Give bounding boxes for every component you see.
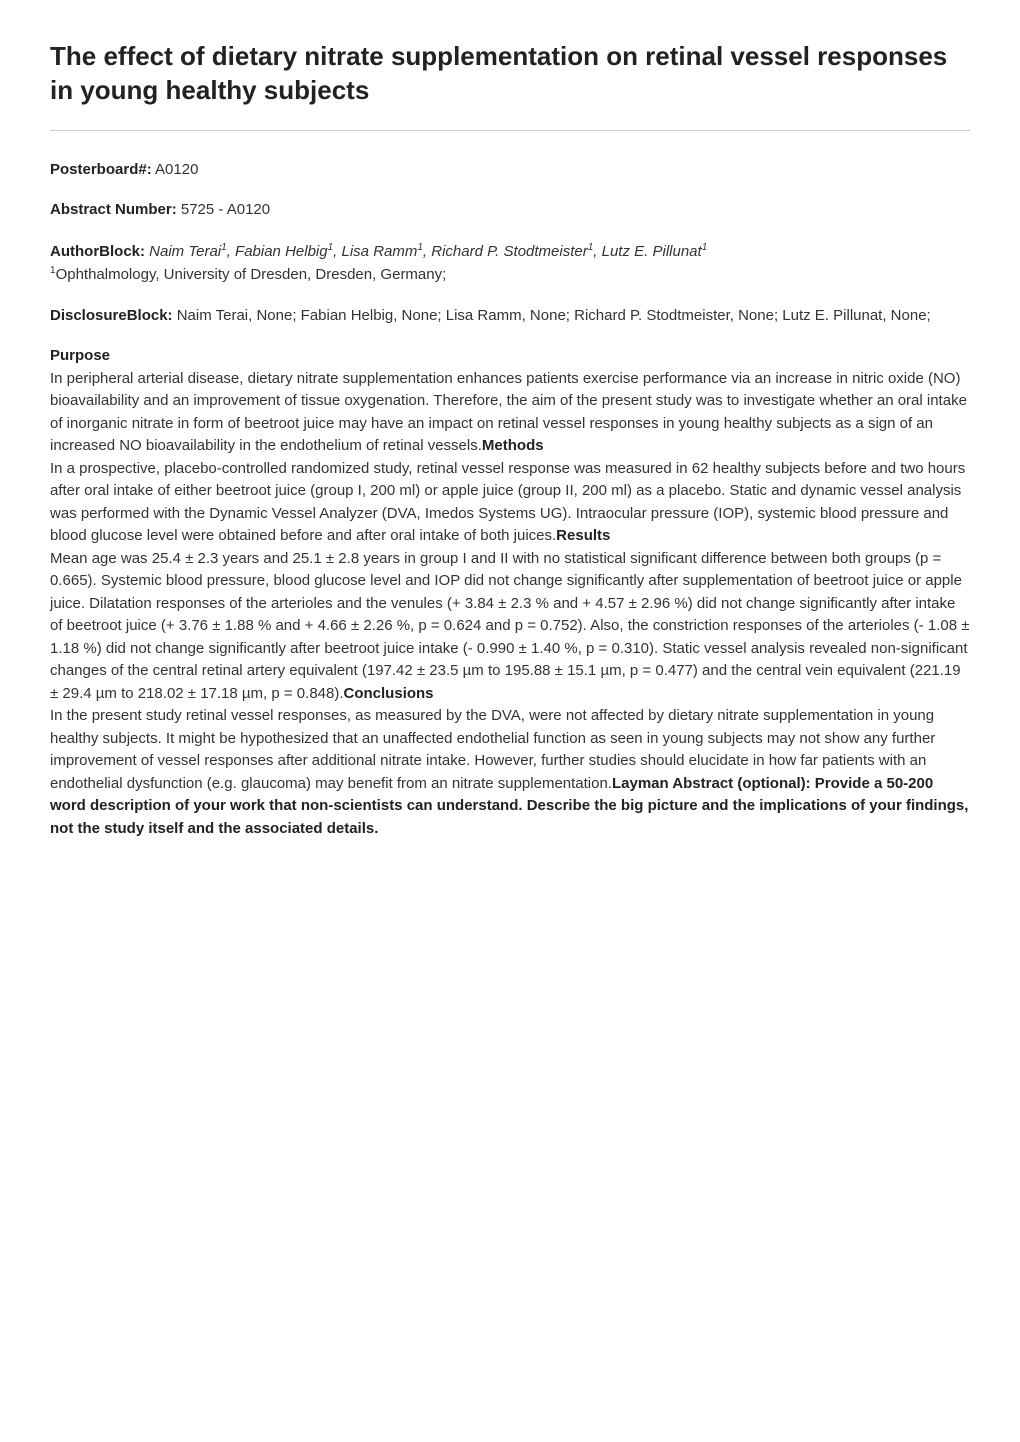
author-block-label: AuthorBlock: bbox=[50, 243, 145, 260]
disclosure-label: DisclosureBlock: bbox=[50, 307, 173, 324]
methods-text: In a prospective, placebo-controlled ran… bbox=[50, 460, 965, 545]
author-name-5: , Lutz E. Pillunat bbox=[593, 243, 701, 260]
abstract-title: The effect of dietary nitrate supplement… bbox=[50, 40, 970, 108]
conclusions-heading: Conclusions bbox=[344, 685, 434, 702]
methods-heading: Methods bbox=[482, 437, 544, 454]
posterboard-row: Posterboard#: A0120 bbox=[50, 159, 970, 182]
abstract-number-label: Abstract Number: bbox=[50, 201, 177, 218]
posterboard-value: A0120 bbox=[155, 161, 198, 178]
author-name-3: , Lisa Ramm bbox=[333, 243, 417, 260]
author-name-4: , Richard P. Stodtmeister bbox=[423, 243, 588, 260]
disclosure-value: Naim Terai, None; Fabian Helbig, None; L… bbox=[177, 307, 931, 324]
author-sup-5: 1 bbox=[702, 242, 708, 253]
abstract-body: Purpose In peripheral arterial disease, … bbox=[50, 345, 970, 840]
disclosure-block: DisclosureBlock: Naim Terai, None; Fabia… bbox=[50, 305, 970, 328]
author-block: AuthorBlock: Naim Terai1, Fabian Helbig1… bbox=[50, 240, 970, 287]
purpose-heading: Purpose bbox=[50, 345, 970, 368]
author-name-2: , Fabian Helbig bbox=[227, 243, 328, 260]
results-text: Mean age was 25.4 ± 2.3 years and 25.1 ±… bbox=[50, 550, 969, 702]
affiliation-text: Ophthalmology, University of Dresden, Dr… bbox=[56, 266, 447, 283]
abstract-number-value: 5725 - A0120 bbox=[181, 201, 270, 218]
posterboard-label: Posterboard#: bbox=[50, 161, 152, 178]
results-heading: Results bbox=[556, 527, 610, 544]
author-name-1: Naim Terai bbox=[149, 243, 221, 260]
section-divider bbox=[50, 130, 970, 131]
abstract-number-row: Abstract Number: 5725 - A0120 bbox=[50, 199, 970, 222]
